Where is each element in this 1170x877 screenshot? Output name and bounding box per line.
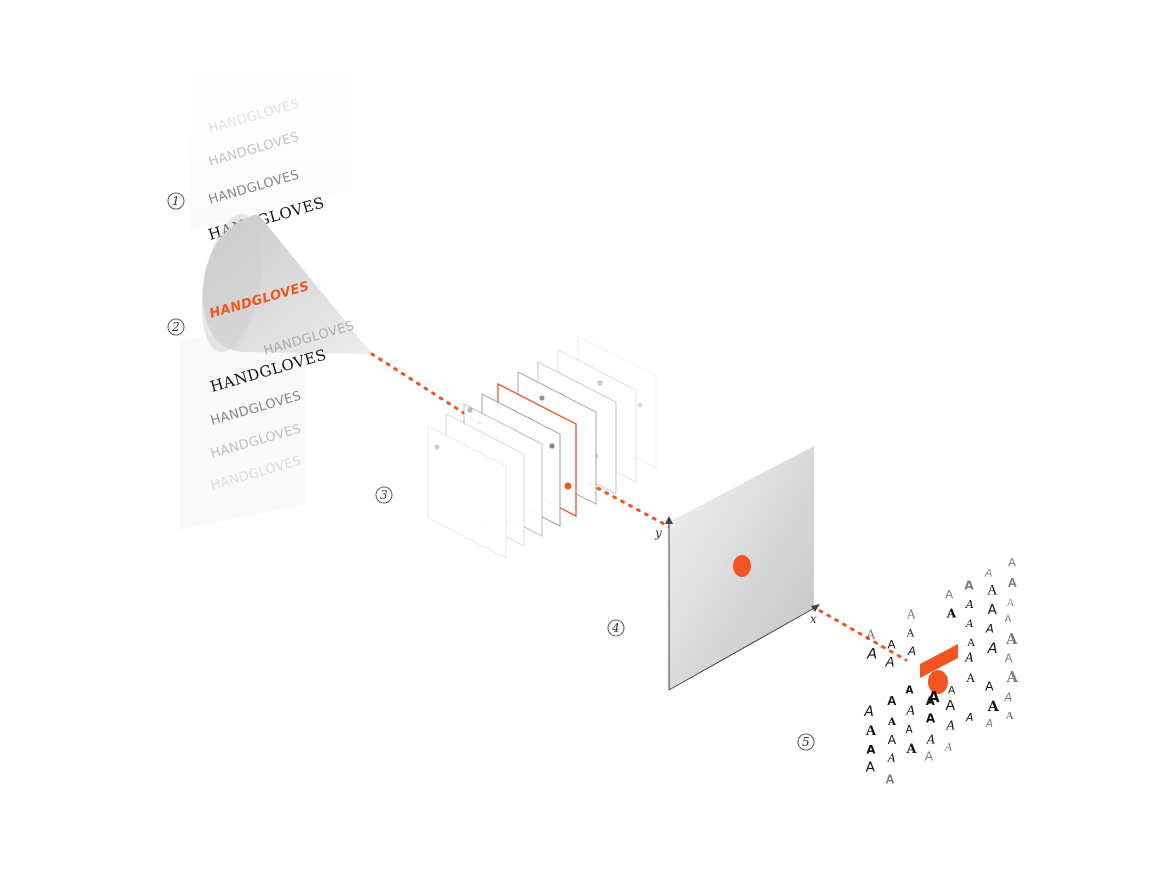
glyph-sample: A	[1008, 556, 1016, 569]
highlight-glyph: A	[928, 688, 940, 706]
glyph-sample: A	[926, 712, 936, 726]
step-number-1: 1	[172, 194, 180, 208]
glyph-sample: A	[888, 732, 897, 747]
glyph-sample: A	[926, 732, 935, 746]
glyph-sample: A	[964, 578, 974, 592]
latent-space-plane: y x	[654, 446, 820, 691]
glyph-sample: A	[925, 748, 934, 763]
glyph-sample: A	[906, 628, 915, 640]
glyph-sample: A	[1003, 691, 1012, 704]
glyph-sample: A	[945, 588, 954, 602]
glyph-sample: A	[887, 716, 897, 728]
column1-backplane	[190, 20, 352, 230]
glyph-sample: A	[964, 651, 974, 665]
glyph-sample: A	[907, 644, 916, 658]
glyph-sample: A	[888, 637, 896, 651]
layer-node	[467, 407, 473, 413]
glyph-sample: A	[948, 685, 956, 697]
glyph-sample: A	[906, 607, 916, 622]
glyph-sample: A	[905, 684, 913, 696]
step-number-3: 3	[380, 488, 388, 502]
glyph-sample: A	[885, 772, 894, 786]
layer-node	[597, 380, 603, 386]
glyph-sample: A	[865, 626, 876, 641]
x-axis	[668, 605, 819, 691]
step-marker-1: 1	[167, 192, 185, 210]
y-axis-arrow	[665, 516, 673, 524]
glyph-sample: A	[966, 671, 975, 685]
glyph-sample: A	[987, 641, 998, 657]
glyph-sample: A	[985, 621, 994, 635]
step-marker-2: 2	[167, 318, 185, 336]
glyph-highlight: A	[920, 644, 958, 706]
layer-node	[549, 443, 555, 449]
cone-opening	[201, 213, 263, 353]
column2-backplane	[180, 320, 305, 530]
glyph-sample: A	[988, 602, 998, 618]
glyph-sample: A	[985, 718, 993, 730]
glyph-sample: A	[946, 698, 956, 714]
glyph-sample: A	[1006, 669, 1019, 686]
step-marker-4: 4	[607, 619, 625, 637]
glyph-sample: A	[984, 568, 993, 580]
glyph-sample: A	[866, 645, 877, 662]
x-axis-label: x	[810, 612, 817, 626]
glyph-sample: A	[863, 704, 873, 720]
glyph-sample: A	[966, 637, 975, 649]
step-number-2: 2	[171, 320, 180, 334]
layer-node	[637, 402, 643, 408]
glyph-sample: A	[1008, 575, 1017, 590]
layer-node	[434, 444, 440, 450]
y-axis-label: y	[654, 526, 662, 540]
step-number-5: 5	[802, 735, 810, 749]
step-marker-3: 3	[375, 486, 393, 504]
glyph-sample: A	[1006, 710, 1014, 722]
glyph-sample: A	[987, 583, 998, 599]
glyph-sample: A	[965, 598, 974, 611]
glyph-sample: A	[987, 699, 1000, 715]
layer-node-highlighted	[564, 482, 572, 490]
glyph-sample: A	[906, 724, 913, 736]
glyph-sample: A	[905, 742, 917, 757]
glyph-sample: A	[946, 607, 957, 621]
highlight-circle	[928, 670, 948, 694]
glyph-sample: A	[887, 693, 897, 708]
glyph-sample: A	[985, 679, 994, 693]
glyph-sample: A	[905, 704, 915, 719]
glyph-sample: A	[944, 741, 953, 753]
glyph-sample: A	[866, 759, 876, 775]
glyph-sample: A	[965, 711, 973, 724]
latent-point	[733, 555, 751, 577]
glyph-sample: A	[866, 743, 875, 757]
glyph-sample: A	[1005, 631, 1018, 648]
x-axis-arrow	[811, 604, 820, 612]
cone-encoder: HANDGLOVES HANDGLOVES	[201, 213, 372, 359]
glyph-sample: A	[1007, 597, 1015, 609]
glyph-sample: A	[884, 654, 894, 669]
step-number-4: 4	[611, 621, 620, 635]
network-layer-stack	[427, 335, 657, 559]
glyph-sample: A	[945, 717, 955, 732]
glyph-sample: A	[1005, 614, 1012, 625]
glyph-sample: A	[965, 618, 974, 630]
layer-sheet	[427, 425, 507, 559]
glyph-sample: A	[1005, 653, 1013, 665]
layer-node	[539, 395, 545, 401]
step-marker-5: 5	[797, 733, 815, 751]
glyph-sample: A	[926, 694, 936, 708]
highlight-bar	[920, 644, 958, 678]
glyph-sample: A	[887, 752, 896, 765]
glyph-sample: A	[866, 723, 877, 739]
